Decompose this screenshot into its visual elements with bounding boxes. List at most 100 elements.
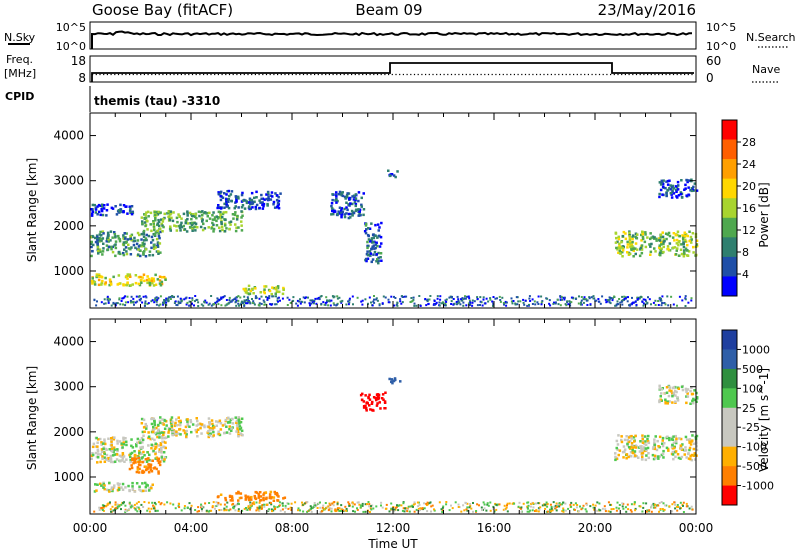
echo-cell: [666, 295, 669, 298]
echo-cell: [286, 304, 289, 306]
echo-cell: [641, 455, 644, 459]
echo-cell: [658, 247, 662, 251]
echo-cell: [171, 430, 174, 434]
echo-cell: [390, 378, 394, 381]
echo-cell: [623, 448, 627, 451]
echo-cell: [471, 304, 474, 307]
echo-cell: [147, 457, 150, 460]
echo-cell: [99, 204, 102, 208]
echo-cell: [671, 236, 675, 239]
echo-cell: [663, 392, 667, 395]
echo-cell: [236, 296, 239, 299]
echo-cell: [672, 435, 675, 438]
echo-cell: [204, 502, 207, 505]
echo-cell: [631, 296, 633, 299]
echo-cell: [217, 503, 220, 506]
echo-cell: [140, 436, 144, 440]
echo-cell: [239, 296, 242, 299]
echo-cell: [390, 507, 393, 510]
echo-cell: [565, 304, 568, 307]
echo-cell: [113, 448, 116, 452]
echo-cell: [620, 438, 623, 442]
echo-cell: [473, 300, 476, 303]
echo-cell: [671, 189, 674, 192]
echo-cell: [288, 298, 291, 301]
echo-cell: [196, 510, 199, 513]
echo-cell: [153, 298, 156, 301]
echo-cell: [125, 240, 128, 244]
echo-cell: [110, 510, 112, 513]
echo-cell: [143, 239, 146, 242]
echo-cell: [138, 295, 141, 298]
echo-cell: [261, 504, 264, 506]
echo-cell: [647, 434, 650, 438]
echo-cell: [240, 206, 244, 209]
echo-cell: [122, 210, 125, 214]
echo-cell: [432, 303, 435, 306]
echo-cell: [283, 511, 286, 513]
echo-cell: [272, 203, 275, 206]
echo-cell: [195, 216, 198, 220]
echo-cell: [97, 278, 101, 282]
echo-cell: [669, 191, 673, 195]
echo-cell: [373, 250, 377, 254]
echo-cell: [212, 303, 215, 306]
echo-cell: [686, 249, 689, 252]
echo-cell: [298, 300, 301, 303]
echo-cell: [396, 170, 399, 173]
echo-cell: [368, 253, 372, 257]
echo-cell: [338, 510, 341, 512]
echo-cell: [390, 173, 394, 176]
echo-cell: [562, 296, 565, 299]
echo-cell: [214, 507, 216, 510]
echo-cell: [266, 204, 269, 207]
echo-cell: [658, 244, 661, 247]
echo-cell: [596, 509, 599, 512]
echo-cell: [210, 304, 213, 307]
echo-cell: [101, 230, 105, 233]
echo-cell: [618, 245, 621, 248]
echo-cell: [563, 296, 566, 299]
echo-cell: [364, 503, 367, 506]
echo-cell: [644, 231, 647, 234]
echo-cell: [692, 185, 695, 189]
echo-cell: [157, 501, 160, 504]
echo-cell: [232, 507, 235, 510]
echo-cell: [238, 304, 240, 307]
echo-cell: [370, 402, 374, 405]
freq-unit-label: [MHz]: [4, 67, 36, 80]
echo-cell: [282, 497, 285, 500]
echo-cell: [162, 303, 165, 306]
echo-cell: [367, 253, 370, 256]
echo-cell: [628, 454, 632, 458]
echo-cell: [620, 240, 623, 244]
echo-cell: [194, 428, 197, 432]
echo-cell: [537, 502, 540, 505]
echo-cell: [263, 491, 266, 495]
echo-cell: [97, 203, 101, 207]
echo-cell: [667, 247, 670, 251]
echo-cell: [296, 304, 299, 307]
echo-cell: [98, 236, 101, 240]
echo-cell: [134, 281, 138, 285]
echo-cell: [251, 202, 255, 205]
echo-cell: [619, 301, 622, 304]
echo-cell: [145, 427, 148, 430]
echo-cell: [111, 245, 114, 249]
echo-cell: [160, 222, 163, 226]
echo-cell: [196, 428, 200, 431]
echo-cell: [100, 443, 103, 446]
echo-cell: [112, 301, 115, 304]
echo-cell: [345, 303, 348, 306]
power-colorbar-swatch: [722, 178, 737, 199]
echo-cell: [207, 432, 211, 436]
echo-cell: [445, 298, 448, 301]
echo-cell: [157, 470, 160, 473]
echo-cell: [635, 455, 638, 458]
echo-cell: [170, 428, 174, 431]
echo-cell: [679, 444, 683, 447]
echo-cell: [462, 298, 465, 301]
echo-cell: [466, 509, 469, 512]
